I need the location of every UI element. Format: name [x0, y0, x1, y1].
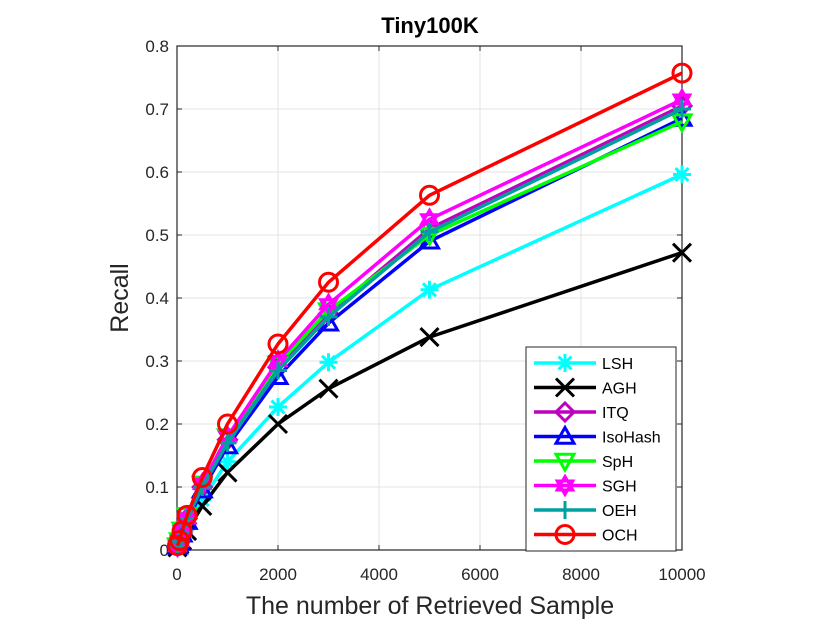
legend-entry-agh: AGH: [534, 377, 637, 398]
chart-title: Tiny100K: [381, 13, 479, 38]
y-tick-label: 0.5: [145, 226, 169, 245]
data-point-och: [671, 62, 693, 84]
y-tick-label: 0.7: [145, 100, 169, 119]
data-point-agh: [419, 326, 440, 348]
data-point-och: [318, 271, 339, 293]
legend-label: LSH: [602, 356, 633, 373]
legend-entry-itq: ITQ: [534, 400, 629, 424]
legend-entry-sgh: SGH: [534, 473, 637, 498]
legend-label: SpH: [602, 454, 633, 471]
legend-entry-sph: SpH: [534, 452, 633, 474]
data-point-agh: [671, 242, 693, 263]
data-point-oeh: [319, 307, 338, 326]
legend-entry-och: OCH: [534, 524, 638, 545]
data-point-lsh: [319, 353, 338, 372]
y-axis-label: Recall: [106, 263, 134, 332]
x-tick-label: 8000: [562, 565, 600, 584]
legend-label: ITQ: [602, 405, 629, 422]
y-tick-label: 0.1: [145, 478, 169, 497]
y-tick-label: 0.8: [145, 37, 169, 56]
legend-label: OCH: [602, 528, 638, 545]
y-tick-label: 0.6: [145, 163, 169, 182]
data-point-lsh: [269, 397, 287, 416]
y-tick-label: 0.2: [145, 415, 169, 434]
data-point-och: [267, 333, 289, 355]
data-point-och: [169, 530, 191, 552]
legend-label: IsoHash: [602, 430, 661, 447]
series-lines: [165, 62, 694, 559]
data-point-och: [176, 504, 198, 526]
grid: [177, 46, 682, 550]
data-point-lsh: [218, 452, 237, 471]
x-tick-label: 2000: [259, 565, 297, 584]
x-tick-label: 10000: [658, 565, 705, 584]
legend: LSH AGH ITQ IsoHash SpH SGH OEH OCH: [525, 346, 677, 552]
axis-ticks: 0 2000 4000 6000 8000 10000 0 0.1 0.2 0.3 0.4 0.5 0.…: [145, 37, 705, 584]
x-axis-label: The number of Retrieved Sample: [246, 592, 614, 620]
data-point-oeh: [420, 222, 439, 241]
data-point-och: [191, 467, 213, 489]
series-och: [167, 62, 693, 557]
data-point-lsh: [420, 280, 439, 299]
data-point-agh: [267, 413, 289, 435]
legend-label: SGH: [602, 479, 637, 496]
legend-entry-oeh: OEH: [534, 501, 637, 520]
data-point-lsh: [673, 165, 691, 184]
data-point-och: [217, 413, 238, 435]
x-tick-label: 0: [172, 565, 181, 584]
y-tick-label: 0.4: [145, 289, 169, 308]
legend-label: OEH: [602, 503, 637, 520]
data-point-lsh: [193, 490, 212, 509]
legend-label: AGH: [602, 381, 637, 398]
x-tick-label: 4000: [360, 565, 398, 584]
y-tick-label: 0: [160, 541, 169, 560]
y-tick-label: 0.3: [145, 352, 169, 371]
data-point-oeh: [269, 361, 287, 380]
data-point-och: [419, 184, 440, 206]
legend-entry-lsh: LSH: [534, 354, 633, 373]
legend-box: [525, 346, 677, 552]
data-point-oeh: [673, 100, 691, 118]
data-point-oeh: [218, 433, 237, 452]
legend-entry-isohash: IsoHash: [534, 424, 661, 447]
data-point-isohash: [670, 106, 694, 127]
x-tick-label: 6000: [461, 565, 499, 584]
data-point-agh: [217, 462, 238, 483]
data-point-agh: [318, 378, 339, 399]
